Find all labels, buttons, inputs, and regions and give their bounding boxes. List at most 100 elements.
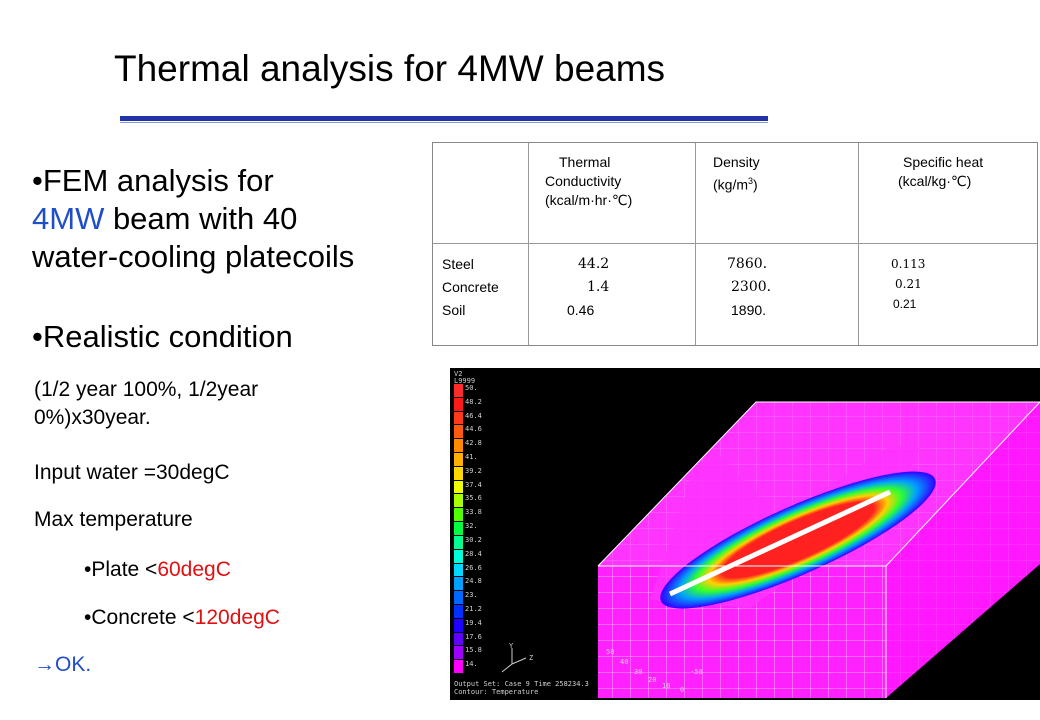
- tick-x: 0: [680, 686, 685, 694]
- legend-swatch: [454, 439, 463, 453]
- legend-value: 30.2: [465, 535, 482, 544]
- material-soil: Soil: [442, 302, 466, 318]
- bullet-fem-line3: water-cooling platecoils: [32, 239, 355, 274]
- concrete-limit: •Concrete <120degC: [84, 604, 280, 632]
- conductivity-soil: 0.46: [567, 302, 595, 318]
- temperature-legend: 50. 48.2 46.4 44.6 42.8 41. 39.2 37.4 35.6 33.8 32…: [454, 384, 494, 674]
- header-conductivity-1: Thermal: [559, 154, 611, 170]
- legend-value: 21.2: [465, 604, 482, 613]
- bullet-fem-line2: 4MW beam with 40: [32, 200, 432, 238]
- legend-value: 39.2: [465, 466, 482, 475]
- slide-title: Thermal analysis for 4MW beams: [114, 48, 666, 89]
- axis-z-label: Z: [529, 654, 534, 662]
- legend-value: 26.6: [465, 563, 482, 572]
- contour-text: Contour: Temperature: [454, 688, 539, 696]
- heat-zone: [660, 471, 936, 609]
- material-steel: Steel: [442, 256, 474, 272]
- conductivity-concrete: 1.4: [587, 279, 610, 295]
- legend-value: 48.2: [465, 397, 482, 406]
- plate-coil: [668, 489, 892, 597]
- plot-header-l: L9999: [454, 377, 476, 385]
- legend-swatch: [454, 425, 463, 439]
- side-face: [886, 402, 1040, 698]
- ok-conclusion: →OK.: [34, 651, 91, 679]
- output-set-text: Output Set: Case 9 Time 258234.3: [454, 680, 589, 688]
- legend-swatch: [454, 480, 463, 494]
- tick-x: 20: [648, 676, 657, 684]
- density-concrete: 2300.: [731, 279, 772, 295]
- legend-value: 32.: [465, 522, 478, 531]
- plate-limit: •Plate <60degC: [84, 556, 231, 584]
- legend-swatch: [454, 549, 463, 563]
- bullet-fem-line1: •FEM analysis for: [32, 163, 274, 198]
- axis-z-line: [511, 657, 527, 665]
- axis-y-label: Y: [509, 642, 514, 650]
- legend-swatch: [454, 618, 463, 632]
- bullet-fem-analysis: •FEM analysis for 4MW beam with 40 water…: [32, 162, 432, 276]
- legend-swatch: [454, 535, 463, 549]
- legend-value: 24.8: [465, 577, 482, 586]
- legend-value: 41.: [465, 453, 478, 462]
- beam-power: 4MW: [32, 201, 105, 236]
- density-soil: 1890.: [731, 302, 767, 318]
- header-conductivity-2: Conductivity: [545, 173, 622, 189]
- concrete-value: 120degC: [194, 606, 280, 629]
- input-water-text: Input water =30degC: [34, 461, 230, 484]
- arrow-icon: →: [34, 653, 55, 676]
- axis-x-line: [501, 663, 513, 673]
- tick-x: 30: [634, 668, 643, 676]
- max-temperature-text: Max temperature: [34, 508, 193, 531]
- legend-value: 37.4: [465, 480, 482, 489]
- table-divider: [528, 143, 529, 345]
- specific-heat-concrete: 0.21: [895, 277, 922, 291]
- legend-swatch: [454, 660, 463, 673]
- plate-label: •Plate <: [84, 558, 158, 581]
- plot-header-v: V2: [454, 370, 463, 378]
- material-properties-table: Thermal Conductivity (kcal/m·hr·℃) Densi…: [432, 142, 1038, 346]
- conductivity-steel: 44.2: [578, 256, 610, 272]
- title-underline-shadow: [120, 122, 768, 123]
- legend-swatch: [454, 494, 463, 508]
- legend-value: 23.: [465, 591, 478, 600]
- bullet-fem-rest: beam with 40: [104, 201, 298, 236]
- tick-x: 50: [606, 648, 615, 656]
- fem-mesh-figure: [501, 401, 1040, 698]
- table-divider: [695, 143, 696, 345]
- legend-swatch: [454, 397, 463, 411]
- specific-heat-soil: 0.21: [893, 297, 917, 311]
- legend-swatch: [454, 646, 463, 660]
- legend-value: 33.8: [465, 508, 482, 517]
- header-conductivity-3: (kcal/m·hr·℃): [545, 192, 633, 208]
- density-steel: 7860.: [727, 256, 768, 272]
- legend-swatch: [454, 411, 463, 425]
- tick-x: 10: [662, 682, 671, 690]
- legend-swatch: [454, 384, 463, 397]
- legend-swatch: [454, 563, 463, 577]
- legend-value: 17.6: [465, 632, 482, 641]
- legend-swatch: [454, 591, 463, 604]
- header-specific-heat-1: Specific heat: [903, 154, 984, 170]
- legend-value: 19.4: [465, 618, 482, 627]
- legend-swatch: [454, 577, 463, 591]
- legend-swatch: [454, 453, 463, 466]
- concrete-label: •Concrete <: [84, 606, 195, 629]
- tick-y: -50: [690, 668, 703, 676]
- ok-text: OK.: [55, 653, 92, 676]
- header-density-2: (kg/m3): [713, 176, 758, 193]
- legend-value: 28.4: [465, 549, 482, 558]
- legend-value: 50.: [465, 384, 478, 392]
- header-specific-heat-2: (kcal/kg·℃): [898, 173, 972, 189]
- cycle-text: (1/2 year 100%, 1/2year 0%)x30year.: [34, 378, 259, 429]
- legend-value: 46.4: [465, 411, 482, 420]
- specific-heat-steel: 0.113: [891, 257, 926, 271]
- header-density-1: Density: [713, 154, 760, 170]
- legend-swatch: [454, 508, 463, 522]
- legend-value: 35.6: [465, 494, 482, 503]
- legend-value: 15.8: [465, 646, 482, 655]
- legend-swatch: [454, 632, 463, 646]
- legend-swatch: [454, 522, 463, 535]
- plate-value: 60degC: [157, 558, 231, 581]
- legend-value: 14.: [465, 660, 478, 669]
- table-divider: [858, 143, 859, 345]
- tick-x: 40: [620, 658, 629, 666]
